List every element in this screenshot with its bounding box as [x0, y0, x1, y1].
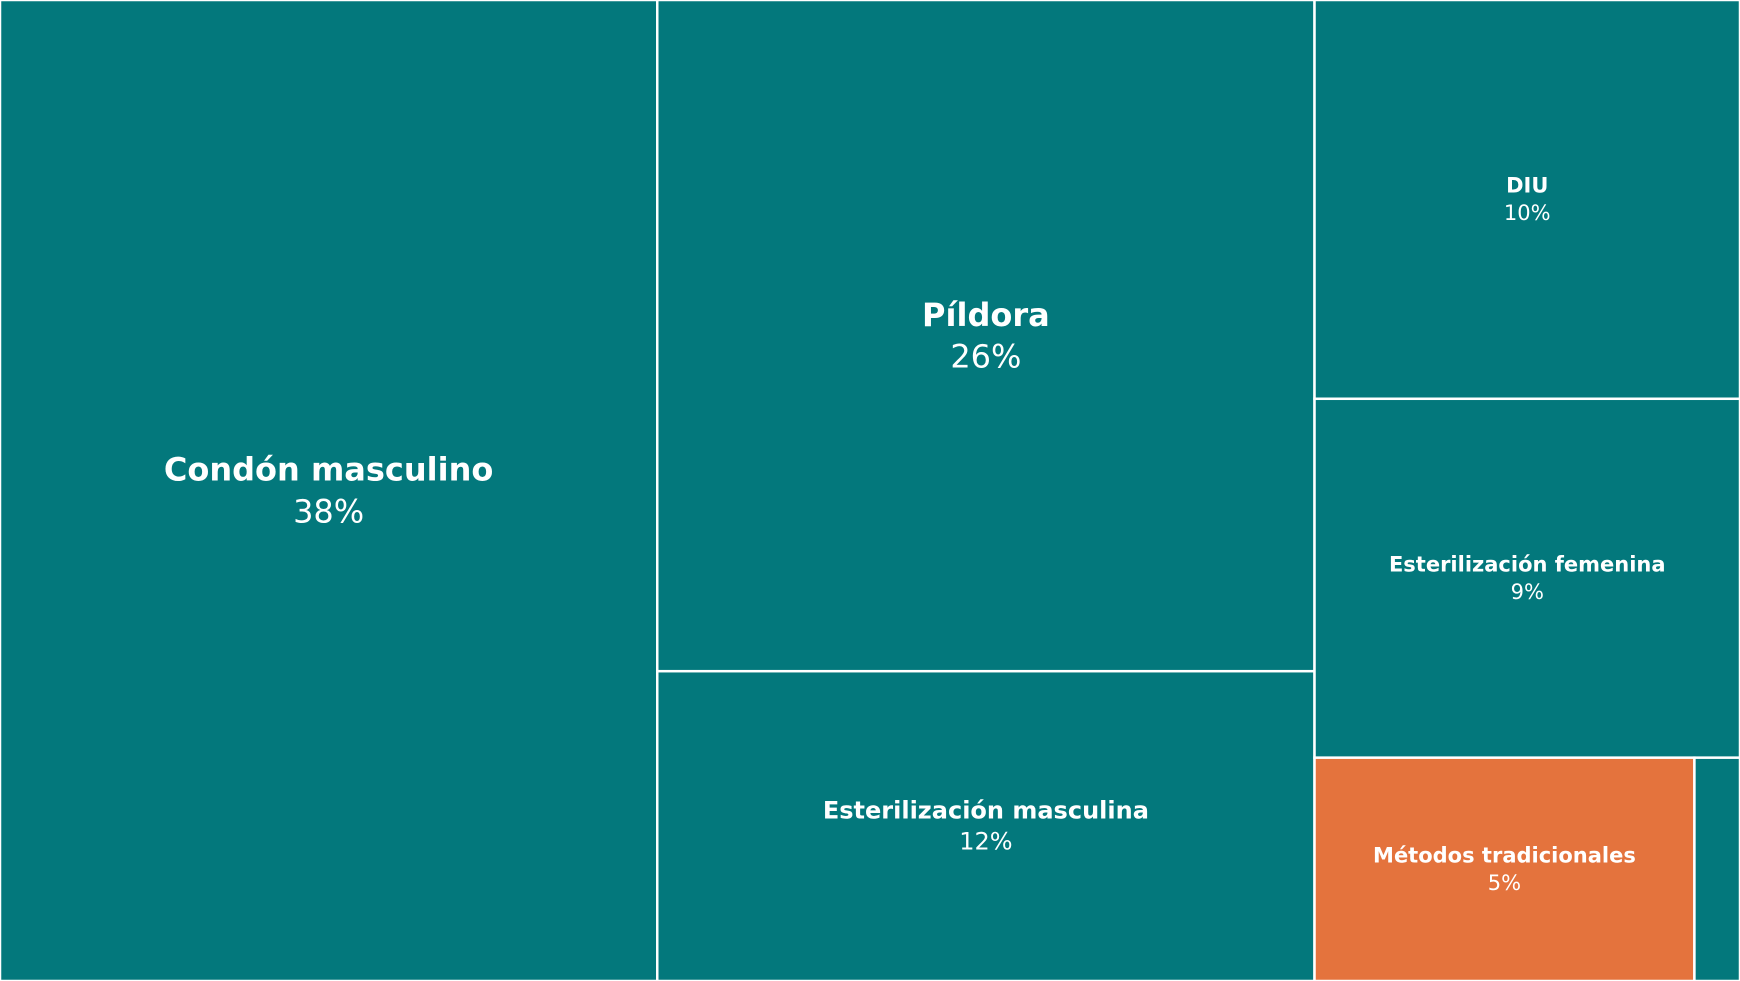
tile-label: Píldora: [922, 296, 1050, 334]
tile-label: Métodos tradicionales: [1373, 844, 1636, 868]
tile-label: DIU: [1506, 174, 1548, 198]
tile-label: Esterilización femenina: [1389, 553, 1666, 577]
tile: [1313, 397, 1740, 759]
tile-value: 10%: [1504, 201, 1551, 225]
tile: [656, 0, 1316, 673]
tile-value: 9%: [1511, 580, 1544, 604]
tile-value: 38%: [293, 492, 364, 530]
tile-label: Esterilización masculina: [823, 797, 1149, 825]
tile: [0, 0, 659, 981]
tile-value: 12%: [959, 828, 1012, 856]
tile: [656, 669, 1316, 981]
tile: [1313, 756, 1696, 981]
tile-value: 5%: [1488, 871, 1521, 895]
tile: [1693, 756, 1740, 981]
tile-label: Condón masculino: [164, 451, 494, 489]
tile-value: 26%: [950, 337, 1021, 375]
tile: [1313, 0, 1740, 401]
